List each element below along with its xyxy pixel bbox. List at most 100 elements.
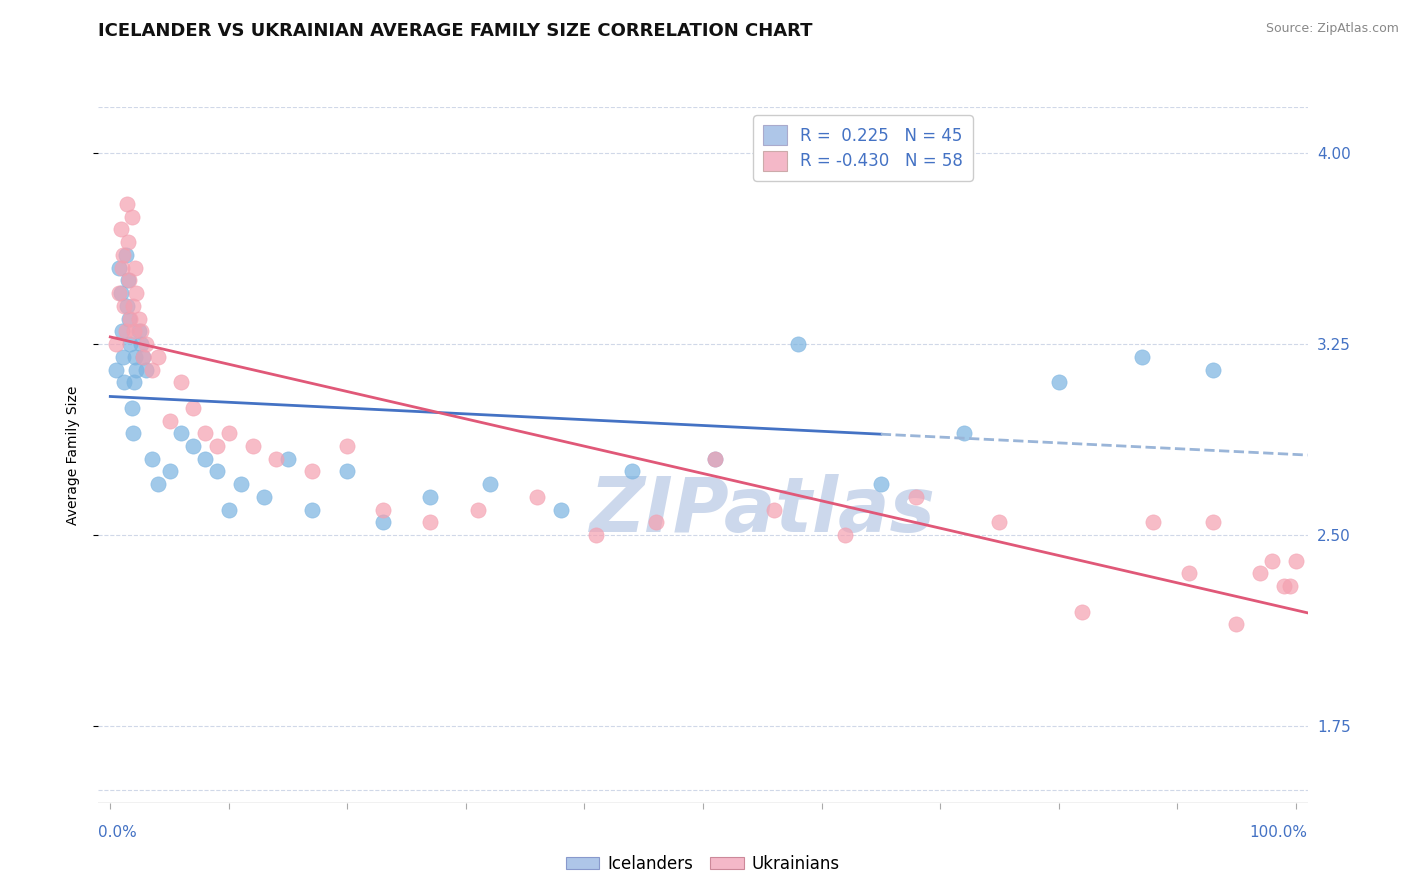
Point <box>120 311 142 326</box>
Point <box>264 451 287 466</box>
Legend: Icelanders, Ukrainians: Icelanders, Ukrainians <box>560 848 846 880</box>
Point <box>301 502 323 516</box>
Point <box>194 426 217 441</box>
Point <box>419 490 441 504</box>
Point <box>1261 554 1284 568</box>
Y-axis label: Average Family Size: Average Family Size <box>66 385 80 524</box>
Point <box>128 311 150 326</box>
Point <box>301 465 323 479</box>
Point <box>117 273 139 287</box>
Point <box>1272 579 1295 593</box>
Point <box>114 248 136 262</box>
Point <box>336 439 359 453</box>
Point <box>620 465 643 479</box>
Point <box>112 248 135 262</box>
Point <box>132 350 155 364</box>
Point <box>114 299 136 313</box>
Point <box>159 413 181 427</box>
Point <box>105 362 128 376</box>
Point <box>585 528 607 542</box>
Point <box>253 490 276 504</box>
Point <box>526 490 548 504</box>
Point <box>146 477 169 491</box>
Point <box>1202 516 1225 530</box>
Point <box>128 324 150 338</box>
Point <box>170 376 193 390</box>
Point <box>121 426 143 441</box>
Point <box>952 426 974 441</box>
Text: 0.0%: 0.0% <box>98 825 138 840</box>
Point <box>107 260 129 275</box>
Point <box>125 362 148 376</box>
Point <box>229 477 252 491</box>
Legend: R =  0.225   N = 45, R = -0.430   N = 58: R = 0.225 N = 45, R = -0.430 N = 58 <box>754 115 973 180</box>
Point <box>1249 566 1271 581</box>
Point <box>115 299 138 313</box>
Point <box>205 465 228 479</box>
Point <box>105 337 128 351</box>
Point <box>118 311 141 326</box>
Point <box>124 260 146 275</box>
Point <box>763 502 786 516</box>
Point <box>242 439 264 453</box>
Point <box>115 197 138 211</box>
Text: ICELANDER VS UKRAINIAN AVERAGE FAMILY SIZE CORRELATION CHART: ICELANDER VS UKRAINIAN AVERAGE FAMILY SI… <box>98 22 813 40</box>
Point <box>146 350 169 364</box>
Point <box>120 337 142 351</box>
Point <box>905 490 928 504</box>
Point <box>121 210 143 224</box>
Point <box>129 324 152 338</box>
Point <box>419 516 441 530</box>
Point <box>1130 350 1153 364</box>
Point <box>218 426 240 441</box>
Point <box>703 451 725 466</box>
Point <box>1071 605 1094 619</box>
Point <box>1142 516 1164 530</box>
Point <box>371 502 394 516</box>
Point <box>110 222 132 236</box>
Point <box>205 439 228 453</box>
Point <box>125 286 148 301</box>
Point <box>122 324 145 338</box>
Point <box>121 401 143 415</box>
Point <box>170 426 193 441</box>
Point <box>111 260 134 275</box>
Point <box>121 299 143 313</box>
Point <box>111 324 134 338</box>
Point <box>118 273 141 287</box>
Point <box>786 337 808 351</box>
Point <box>114 376 136 390</box>
Point <box>988 516 1011 530</box>
Point <box>1285 554 1308 568</box>
Point <box>550 502 572 516</box>
Point <box>141 451 163 466</box>
Point <box>194 451 217 466</box>
Point <box>135 337 157 351</box>
Point <box>181 439 204 453</box>
Point <box>141 362 163 376</box>
Point <box>218 502 240 516</box>
Text: 100.0%: 100.0% <box>1250 825 1308 840</box>
Point <box>371 516 394 530</box>
Point <box>112 350 135 364</box>
Point <box>132 350 155 364</box>
Point <box>114 324 136 338</box>
Point <box>117 235 139 249</box>
Point <box>124 350 146 364</box>
Point <box>1225 617 1247 632</box>
Point <box>869 477 891 491</box>
Point <box>834 528 856 542</box>
Point <box>107 286 129 301</box>
Point <box>467 502 489 516</box>
Point <box>478 477 501 491</box>
Point <box>644 516 666 530</box>
Point <box>129 337 152 351</box>
Point <box>1178 566 1201 581</box>
Point <box>135 362 157 376</box>
Text: Source: ZipAtlas.com: Source: ZipAtlas.com <box>1265 22 1399 36</box>
Point <box>1202 362 1225 376</box>
Point <box>110 286 132 301</box>
Point <box>703 451 725 466</box>
Point <box>1278 579 1301 593</box>
Text: ZIPatlas: ZIPatlas <box>591 474 936 548</box>
